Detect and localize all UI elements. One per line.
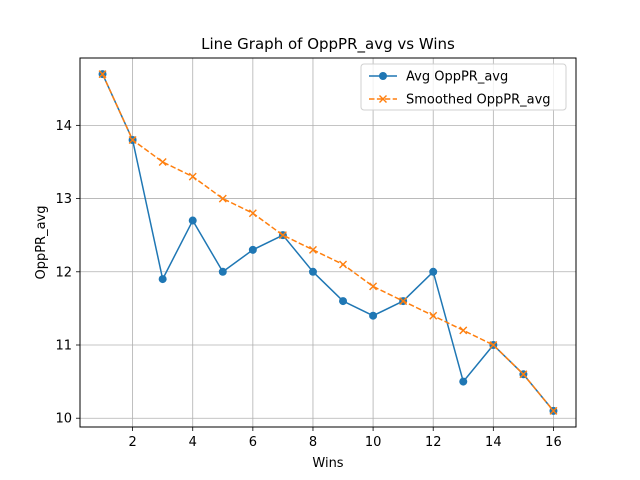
legend: Avg OppPR_avg Smoothed OppPR_avg <box>360 63 567 111</box>
x-tick-label: 16 <box>545 435 562 450</box>
series-2 <box>98 70 558 415</box>
data-point <box>308 245 317 254</box>
y-axis-label: OppPR_avg <box>34 205 49 279</box>
data-point <box>369 311 378 320</box>
data-point <box>278 231 287 240</box>
chart-title: Line Graph of OppPR_avg vs Wins <box>201 35 455 54</box>
y-tick-label: 13 <box>55 192 72 207</box>
legend-box <box>360 63 567 111</box>
data-point <box>128 136 137 144</box>
data-point <box>248 209 257 218</box>
legend-marker <box>379 72 387 80</box>
data-point <box>489 341 498 349</box>
data-point <box>158 157 167 166</box>
data-point <box>98 70 107 79</box>
y-tick-label: 14 <box>55 119 72 134</box>
legend-label: Smoothed OppPR_avg <box>406 93 551 108</box>
data-point <box>218 194 227 203</box>
x-tick-label: 8 <box>309 435 317 450</box>
y-tick-label: 10 <box>55 412 72 427</box>
series-line <box>101 73 555 412</box>
x-tick-label: 14 <box>485 435 502 450</box>
y-tick-label: 11 <box>55 339 72 354</box>
y-tick-label: 12 <box>55 265 72 280</box>
x-tick-label: 6 <box>249 435 257 450</box>
ticks: 2 4 6 8 10 12 14 16 10 11 12 13 14 <box>55 119 561 450</box>
data-point <box>339 297 348 306</box>
x-axis-label: Wins <box>312 456 343 471</box>
legend-entry: Smoothed OppPR_avg <box>369 93 551 108</box>
series-line <box>101 73 555 412</box>
data-point <box>339 260 348 269</box>
data-point <box>369 282 378 291</box>
x-tick-label: 10 <box>365 435 382 450</box>
series-group <box>98 70 558 415</box>
plot-frame <box>79 57 577 428</box>
x-tick-label: 4 <box>189 435 197 450</box>
data-point <box>248 245 257 254</box>
x-tick-label: 12 <box>425 435 442 450</box>
data-point <box>429 267 438 276</box>
legend-entry: Avg OppPR_avg <box>369 70 508 85</box>
data-point <box>519 370 528 379</box>
legend-marker <box>379 95 387 103</box>
data-point <box>459 377 468 386</box>
data-point <box>158 275 167 284</box>
data-point <box>308 267 317 276</box>
legend-label: Avg OppPR_avg <box>406 70 508 85</box>
data-point <box>429 311 438 320</box>
data-point <box>218 267 227 276</box>
x-tick-label: 2 <box>128 435 136 450</box>
data-point <box>549 406 558 415</box>
data-point <box>399 297 408 306</box>
data-point <box>188 216 197 225</box>
data-point <box>188 172 197 181</box>
data-point <box>459 326 468 335</box>
